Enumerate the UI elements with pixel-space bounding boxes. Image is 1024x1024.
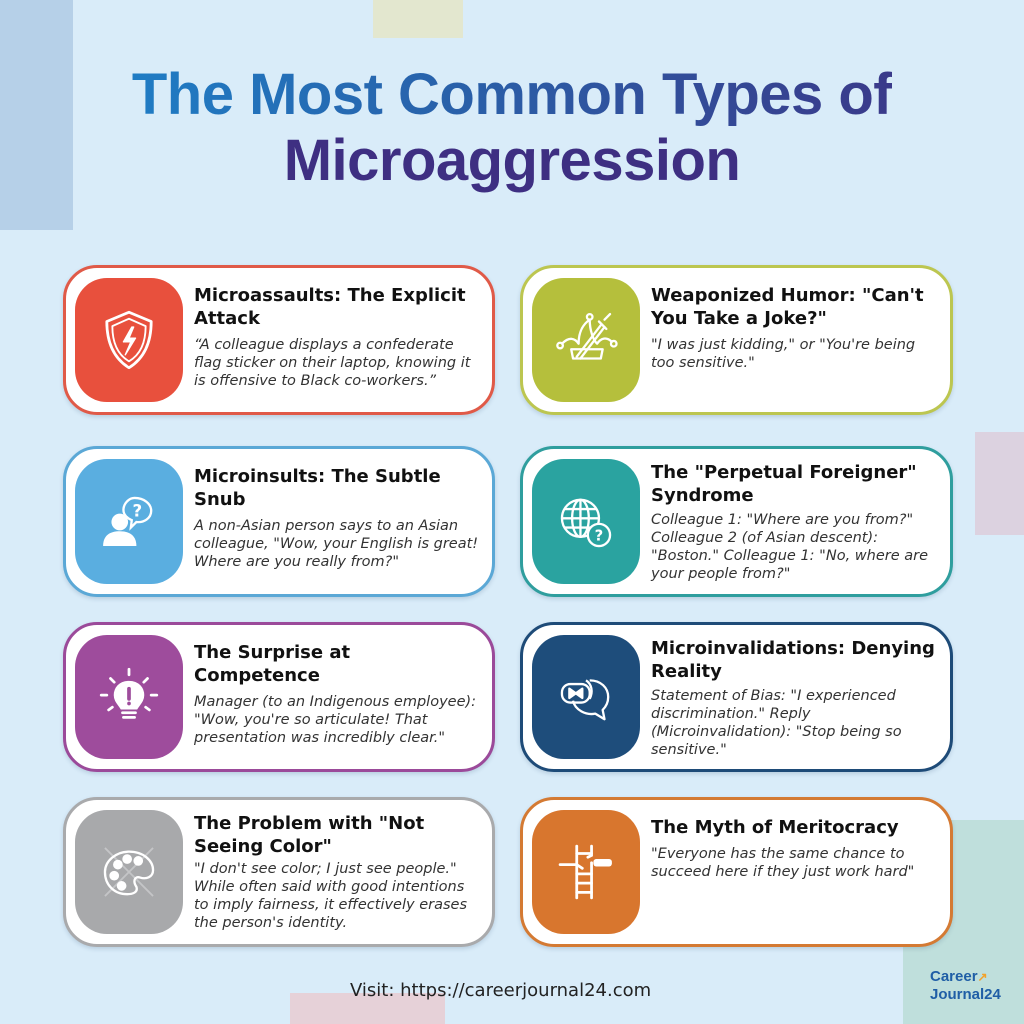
decor-block-right: [975, 432, 1024, 535]
card-quote: Manager (to an Indigenous employee): "Wo…: [194, 694, 477, 746]
svg-text:?: ?: [132, 501, 142, 520]
card-microinsults: ? Microinsults: The Subtle Snub A non-As…: [63, 446, 495, 597]
arrow-up-right-icon: ↗: [977, 970, 988, 984]
person-question-icon: ?: [103, 496, 153, 546]
card-quote: Colleague 1: "Where are you from?" Colle…: [651, 512, 929, 582]
speech-bubbles-icon: [560, 679, 610, 721]
shield-lightning-icon: [105, 310, 153, 370]
card-perpetual-foreigner: ? The "Perpetual Foreigner" Syndrome Col…: [520, 446, 953, 597]
icon-tile: ?: [532, 459, 640, 584]
globe-question-icon: ?: [560, 498, 612, 547]
card-heading: The Problem with "Not Seeing Color": [194, 813, 425, 857]
card-surprise-at-competence: The Surprise at Competence Manager (to a…: [63, 622, 495, 772]
icon-tile: [75, 635, 183, 759]
jester-hat-sword-icon: [556, 312, 618, 360]
card-heading: The Surprise at Competence: [194, 642, 351, 686]
decor-block-bottom: [290, 993, 445, 1024]
icon-tile: [75, 810, 183, 934]
broken-ladder-icon: [558, 844, 612, 900]
card-weaponized-humor: Weaponized Humor: "Can't You Take a Joke…: [520, 265, 953, 415]
card-quote: "I don't see color; I just see people." …: [194, 861, 467, 931]
title-line-2: Microaggression: [283, 128, 741, 193]
icon-tile: ?: [75, 459, 183, 584]
decor-block-top-left: [0, 0, 73, 230]
decor-block-top-center: [373, 0, 463, 38]
card-quote: A non-Asian person says to an Asian coll…: [194, 518, 479, 570]
svg-text:?: ?: [595, 527, 604, 544]
card-heading: The Myth of Meritocracy: [651, 817, 899, 838]
brand-logo: Career↗ Journal24: [930, 968, 1001, 1003]
logo-line-2: Journal24: [930, 986, 1001, 1003]
lightbulb-exclamation-icon: [99, 667, 159, 719]
icon-tile: [532, 635, 640, 759]
icon-tile: [532, 278, 640, 402]
card-quote: “A colleague displays a confederate flag…: [194, 337, 471, 389]
card-quote: Statement of Bias: "I experienced discri…: [651, 688, 902, 758]
title-line-1: The Most Common Types of: [131, 62, 893, 127]
visit-link[interactable]: Visit: https://careerjournal24.com: [350, 980, 652, 1001]
page-title: The Most Common Types of Microaggression: [0, 62, 1024, 194]
card-heading: Microinsults: The Subtle Snub: [194, 466, 441, 510]
card-microinvalidations: Microinvalidations: Denying Reality Stat…: [520, 622, 953, 772]
crossed-palette-icon: [103, 847, 155, 897]
icon-tile: [75, 278, 183, 402]
card-heading: Weaponized Humor: "Can't You Take a Joke…: [651, 285, 924, 329]
card-not-seeing-color: The Problem with "Not Seeing Color" "I d…: [63, 797, 495, 947]
card-heading: Microassaults: The Explicit Attack: [194, 285, 466, 329]
card-heading: Microinvalidations: Denying Reality: [651, 638, 935, 682]
card-myth-of-meritocracy: The Myth of Meritocracy "Everyone has th…: [520, 797, 953, 947]
card-quote: "I was just kidding," or "You're being t…: [651, 337, 916, 371]
card-microassaults: Microassaults: The Explicit Attack “A co…: [63, 265, 495, 415]
card-heading: The "Perpetual Foreigner" Syndrome: [651, 462, 917, 506]
icon-tile: [532, 810, 640, 934]
logo-line-1: Career: [930, 968, 978, 985]
card-quote: "Everyone has the same chance to succeed…: [651, 846, 915, 880]
